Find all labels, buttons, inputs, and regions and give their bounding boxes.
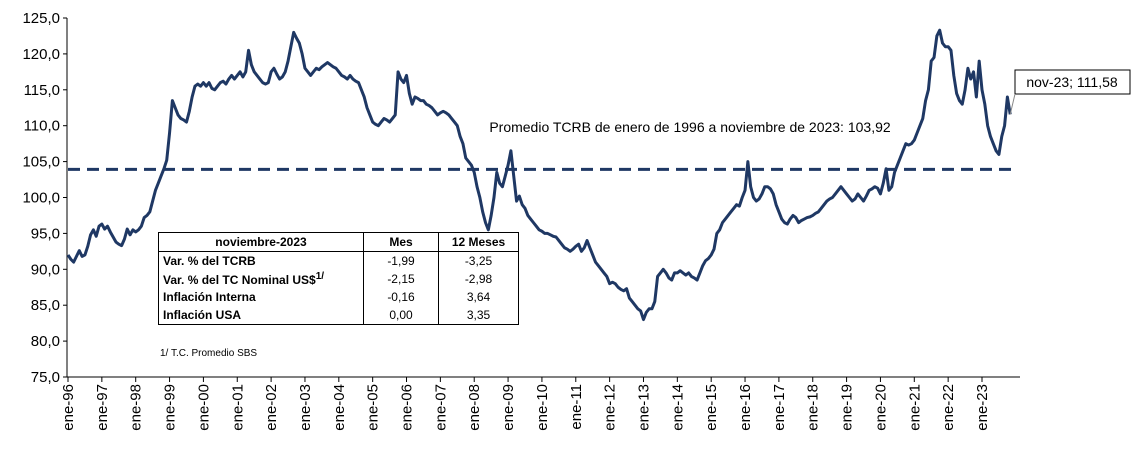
x-tick-label: ene-04 (331, 384, 348, 431)
y-tick-label: 115,0 (24, 82, 60, 99)
table-cell: 0,00 (363, 306, 439, 325)
x-tick-label: ene-96 (60, 384, 77, 431)
y-tick-label: 75,0 (31, 369, 60, 386)
x-tick-label: ene-00 (195, 384, 212, 431)
x-tick-label: ene-01 (229, 384, 246, 431)
y-tick-label: 105,0 (22, 154, 60, 171)
reference-label: Promedio TCRB de enero de 1996 a noviemb… (489, 119, 891, 135)
x-tick-label: ene-99 (162, 384, 179, 431)
table-row: Inflación Interna -0,16 3,64 (158, 288, 519, 306)
x-tick-label: ene-10 (534, 384, 551, 431)
row-label: Var. % del TCRB (158, 251, 364, 270)
y-tick-label: 85,0 (31, 297, 60, 314)
x-tick-label: ene-02 (263, 384, 280, 431)
x-tick-label: ene-16 (737, 384, 754, 431)
callout-box (1014, 69, 1131, 95)
summary-table: noviembre-2023 Mes 12 Meses Var. % del T… (158, 232, 519, 325)
row-label-text: Var. % del TCRB (163, 254, 256, 268)
footnote: 1/ T.C. Promedio SBS (160, 348, 258, 359)
table-cell: -3,25 (438, 251, 519, 270)
y-tick-label: 110,0 (24, 118, 60, 135)
x-tick-label: ene-08 (466, 384, 483, 431)
x-tick-label: ene-07 (432, 384, 449, 431)
table-row: Inflación USA 0,00 3,35 (158, 306, 519, 325)
x-tick-label: ene-97 (94, 384, 111, 431)
x-tick-label: ene-23 (974, 384, 991, 431)
table-header: noviembre-2023 Mes 12 Meses (158, 232, 519, 252)
x-tick-label: ene-12 (602, 384, 619, 431)
row-label: Inflación Interna (158, 288, 364, 306)
x-tick-label: ene-05 (365, 384, 382, 431)
x-tick-label: ene-19 (839, 384, 856, 431)
x-tick-label: ene-06 (399, 384, 416, 431)
header-cell: noviembre-2023 (158, 232, 364, 252)
table-cell: 3,64 (438, 288, 519, 306)
x-tick-label: ene-14 (669, 384, 686, 431)
x-tick-label: ene-20 (872, 384, 889, 431)
x-tick-label: ene-17 (771, 384, 788, 431)
x-tick-label: ene-11 (568, 384, 585, 430)
y-tick-label: 120,0 (22, 46, 60, 63)
table-cell: -1,99 (363, 251, 439, 270)
table-row: Var. % del TC Nominal US$1/-2,15 -2,98 (158, 270, 519, 288)
row-label: Inflación USA (158, 306, 364, 325)
row-label: Var. % del TC Nominal US$1/ (158, 270, 364, 288)
y-tick-label: 80,0 (31, 333, 60, 350)
row-label-text: Inflación Interna (163, 290, 256, 304)
callout-leader (1009, 93, 1016, 115)
table-row: Var. % del TCRB -1,99 -3,25 (158, 251, 519, 270)
y-tick-label: 125,0 (22, 10, 60, 27)
callout-text: nov-23; 111,58 (1026, 74, 1118, 90)
x-tick-label: ene-15 (703, 384, 720, 431)
x-tick-label: ene-09 (500, 384, 517, 431)
header-cell: 12 Meses (438, 232, 519, 252)
series-line (66, 28, 1012, 322)
row-label-text: Inflación USA (163, 308, 242, 322)
row-note: 1/ (315, 271, 325, 282)
row-label-text: Var. % del TC Nominal US$ (163, 273, 316, 287)
y-tick-label: 90,0 (31, 261, 60, 278)
x-tick-label: ene-18 (805, 384, 822, 431)
x-tick-label: ene-98 (128, 384, 145, 431)
x-tick-label: ene-21 (906, 384, 923, 431)
y-tick-label: 100,0 (22, 190, 60, 207)
y-tick-label: 95,0 (31, 225, 60, 242)
table-cell: 3,35 (438, 306, 519, 325)
table-cell: -2,15 (363, 270, 439, 288)
table-cell: -0,16 (363, 288, 439, 306)
table-cell: -2,98 (438, 270, 519, 288)
x-tick-label: ene-03 (297, 384, 314, 431)
x-tick-label: ene-22 (940, 384, 957, 431)
x-tick-label: ene-13 (635, 384, 652, 431)
header-cell: Mes (363, 232, 439, 252)
